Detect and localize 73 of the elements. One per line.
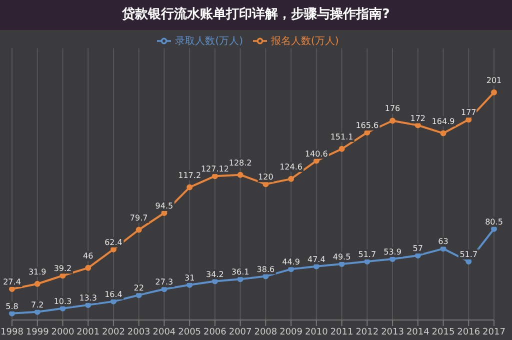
- data-label: 10.3: [54, 296, 72, 306]
- point: [338, 146, 345, 152]
- data-label: 117.2: [178, 170, 202, 180]
- data-label: 57: [412, 244, 423, 253]
- chart-title: 贷款银行流水账单打印详解，步骤与操作指南?: [0, 0, 512, 30]
- data-label: 151.1: [330, 132, 354, 142]
- legend-label: 录取人数(万人): [175, 36, 243, 47]
- point: [440, 130, 446, 136]
- x-tick-label: 2014: [406, 327, 430, 338]
- data-label: 62.4: [104, 238, 122, 247]
- x-tick-label: 2001: [76, 327, 100, 338]
- point: [85, 264, 92, 271]
- x-tick-label: 2004: [152, 327, 176, 338]
- data-label: 13.3: [79, 293, 98, 302]
- point: [491, 89, 497, 96]
- x-tick-label: 2010: [304, 327, 328, 338]
- x-tick-label: 1998: [0, 327, 24, 338]
- data-label: 34.2: [206, 270, 224, 279]
- point: [34, 280, 40, 287]
- data-label: 51.7: [358, 250, 376, 259]
- data-label: 39.2: [54, 264, 72, 274]
- x-tick-label: 2013: [381, 327, 404, 338]
- point: [390, 118, 396, 124]
- legend-label: 报名人数(万人): [271, 36, 339, 47]
- data-label: 44.9: [282, 258, 300, 267]
- x-tick-label: 2000: [51, 327, 74, 338]
- point: [288, 176, 294, 182]
- x-tick-label: 1999: [26, 327, 50, 338]
- data-label: 36.1: [231, 268, 250, 277]
- data-label: 53.9: [384, 247, 402, 256]
- x-tick-label: 2008: [254, 327, 278, 338]
- point: [186, 184, 193, 190]
- data-label: 201: [486, 76, 502, 85]
- x-tick-label: 2003: [127, 327, 150, 338]
- x-tick-label: 2017: [482, 327, 506, 338]
- data-label: 80.5: [485, 217, 503, 226]
- x-tick-label: 2015: [432, 327, 455, 338]
- data-label: 27.3: [155, 278, 174, 287]
- x-tick-label: 2007: [228, 327, 252, 338]
- data-label: 31: [184, 273, 195, 282]
- data-label: 176: [384, 104, 400, 114]
- data-label: 47.4: [308, 254, 326, 264]
- x-tick-label: 2005: [178, 327, 202, 338]
- data-label: 128.2: [228, 158, 252, 168]
- data-label: 63: [438, 237, 448, 246]
- data-label: 165.6: [356, 121, 379, 130]
- data-label: 164.9: [432, 116, 455, 126]
- data-label: 27.4: [3, 277, 21, 286]
- data-label: 7.2: [31, 300, 44, 310]
- x-tick-label: 2012: [356, 327, 379, 338]
- data-label: 31.9: [28, 267, 46, 276]
- data-label: 49.5: [332, 252, 351, 262]
- data-label: 16.4: [104, 290, 122, 299]
- data-label: 79.7: [130, 213, 148, 222]
- x-tick-label: 2006: [203, 327, 227, 338]
- x-tick-label: 2009: [280, 327, 303, 338]
- data-label: 127.12: [200, 164, 229, 174]
- x-tick-label: 2016: [457, 327, 480, 338]
- data-label: 124.6: [280, 162, 303, 172]
- data-label: 177: [460, 108, 476, 118]
- data-label: 140.6: [304, 149, 328, 158]
- data-label: 46: [83, 251, 94, 260]
- point: [136, 226, 142, 233]
- x-tick-label: 2011: [330, 327, 354, 338]
- data-label: 120: [258, 172, 274, 182]
- data-label: 51.7: [460, 250, 478, 259]
- data-label: 172: [410, 114, 426, 123]
- data-label: 22: [134, 284, 144, 293]
- x-tick-label: 2002: [102, 327, 125, 338]
- data-label: 94.5: [155, 202, 174, 211]
- data-label: 5.8: [6, 302, 18, 311]
- data-label: 38.6: [256, 264, 275, 274]
- point: [237, 172, 244, 178]
